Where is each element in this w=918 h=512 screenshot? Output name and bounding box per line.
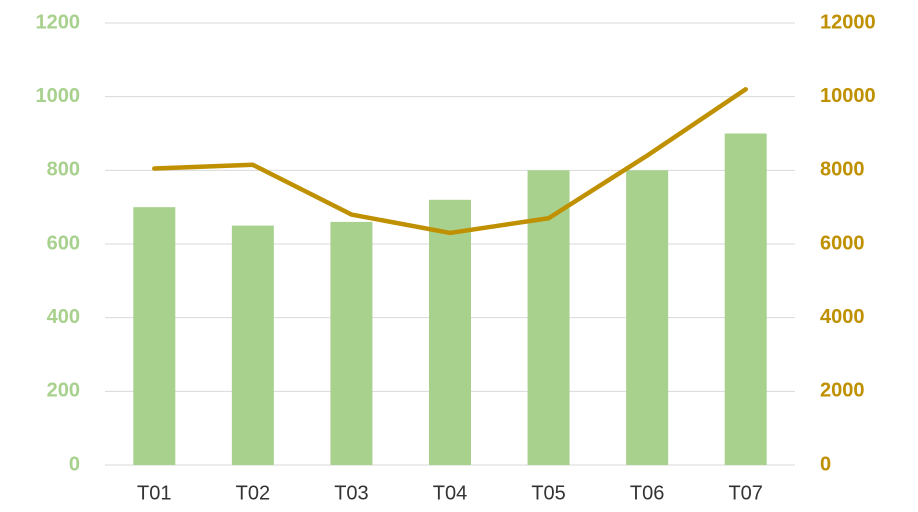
y2-tick-label: 6000 — [820, 232, 865, 254]
bar — [231, 225, 274, 465]
line — [152, 87, 748, 236]
bar — [527, 170, 570, 466]
y-tick-label: 0 — [69, 453, 80, 475]
y-tick-label: 1000 — [36, 85, 81, 107]
y2-tick-label: 2000 — [820, 380, 865, 402]
y2-tick-label: 4000 — [820, 306, 865, 328]
y2-tick-label: 10000 — [820, 85, 876, 107]
bar — [626, 170, 669, 466]
y2-tick-label: 8000 — [820, 159, 865, 181]
y-tick-label: 200 — [47, 380, 80, 402]
y-tick-label: 600 — [47, 232, 80, 254]
y-tick-label: 1200 — [36, 11, 81, 33]
x-tick-label: T06 — [630, 482, 664, 504]
bar — [133, 207, 176, 465]
x-tick-label: T07 — [728, 482, 762, 504]
x-tick-label: T03 — [334, 482, 368, 504]
bar — [429, 199, 471, 466]
y2-tick-label: 0 — [820, 453, 831, 475]
y-tick-label: 800 — [47, 159, 80, 181]
y-tick-label: 400 — [47, 306, 80, 328]
x-tick-label: T04 — [433, 482, 467, 504]
bar — [724, 133, 767, 465]
x-tick-label: T02 — [236, 482, 270, 504]
x-tick-label: T05 — [531, 482, 565, 504]
x-tick-label: T01 — [137, 482, 171, 504]
y2-tick-label: 12000 — [820, 11, 876, 33]
bar — [330, 221, 373, 465]
